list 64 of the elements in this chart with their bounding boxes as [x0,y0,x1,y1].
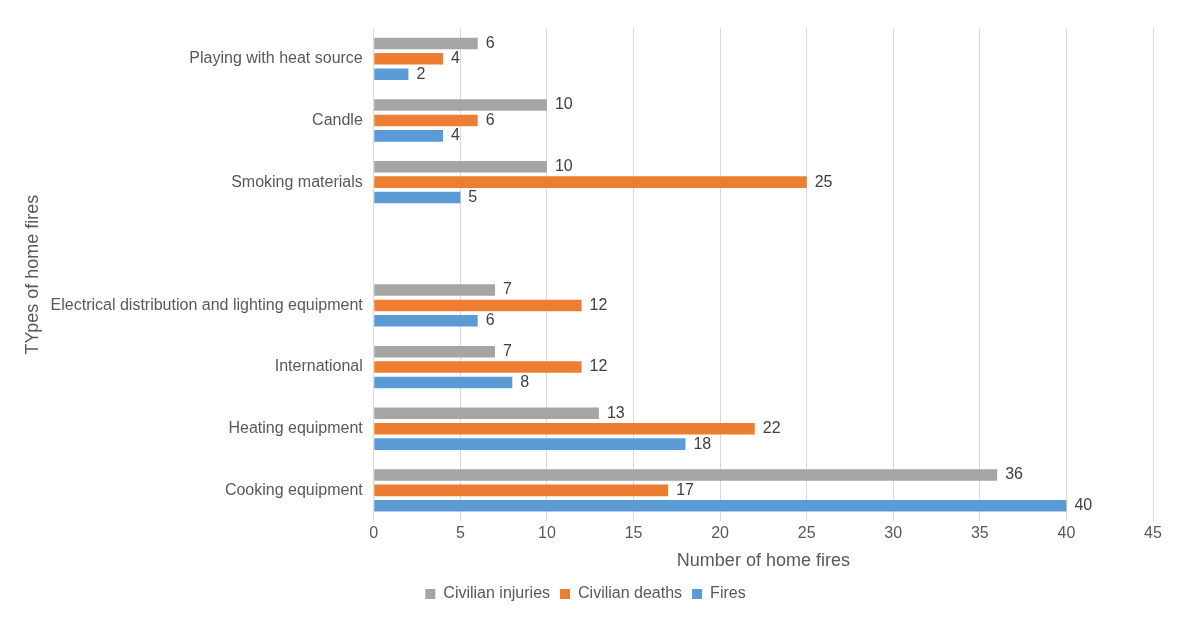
bar [374,315,478,327]
legend-label: Civilian injuries [443,584,551,602]
data-label: 17 [676,480,695,498]
x-tick-label: 45 [1144,524,1162,542]
y-tick-label: Candle [312,110,363,128]
x-tick-label: 10 [538,524,556,542]
x-tick-label: 5 [455,524,465,542]
legend-label: Civilian deaths [578,584,683,602]
bar [374,376,513,389]
bar [374,53,444,65]
data-label: 8 [520,372,530,390]
y-tick-label: Electrical distribution and lighting equipment [50,295,364,313]
data-label: 6 [485,33,495,51]
data-label: 6 [485,110,495,128]
data-label: 25 [814,172,833,190]
bar [374,176,807,188]
data-label: 7 [502,342,512,360]
bar [374,407,599,420]
bar [374,37,478,50]
x-tick-label: 25 [797,524,816,542]
x-tick-label: 35 [970,524,989,542]
data-label: 5 [468,187,478,205]
data-label: 22 [762,419,781,437]
bar [374,114,478,127]
bar [374,361,582,373]
bar [374,299,582,312]
x-tick-label: 20 [711,524,730,542]
data-label: 18 [693,434,712,452]
bar [374,130,444,142]
bar [374,99,547,111]
y-tick-label: International [274,357,363,375]
data-label: 40 [1074,496,1093,514]
data-label: 36 [1005,465,1024,483]
data-label: 13 [606,403,625,421]
bar [374,484,669,497]
data-label: 10 [554,157,573,175]
legend-label: Fires [710,584,746,602]
y-tick-label: Playing with heat source [189,49,363,67]
bar [374,422,755,435]
y-tick-label: Cooking equipment [224,480,364,498]
bar [374,500,1067,512]
data-label: 6 [485,311,495,329]
data-label: 12 [589,295,608,313]
x-tick-label: 40 [1057,524,1076,542]
x-tick-label: 30 [884,524,903,542]
bar [374,284,495,296]
bar [374,160,547,173]
x-axis-title: Number of home fires [676,550,850,571]
data-label: 4 [451,49,461,67]
x-tick-label: 0 [369,524,379,542]
bar [374,438,686,450]
data-label: 4 [451,126,461,144]
bar [374,345,495,358]
y-axis-title: TYpes of home fires [21,194,42,355]
data-label: 2 [416,64,426,82]
bar [374,469,998,481]
y-tick-label: Heating equipment [228,419,364,437]
data-label: 7 [502,280,512,298]
x-tick-label: 15 [624,524,643,542]
bar [374,68,409,81]
data-label: 12 [589,357,608,375]
bar [374,191,461,204]
data-label: 10 [554,95,573,113]
y-tick-label: Smoking materials [231,172,363,190]
